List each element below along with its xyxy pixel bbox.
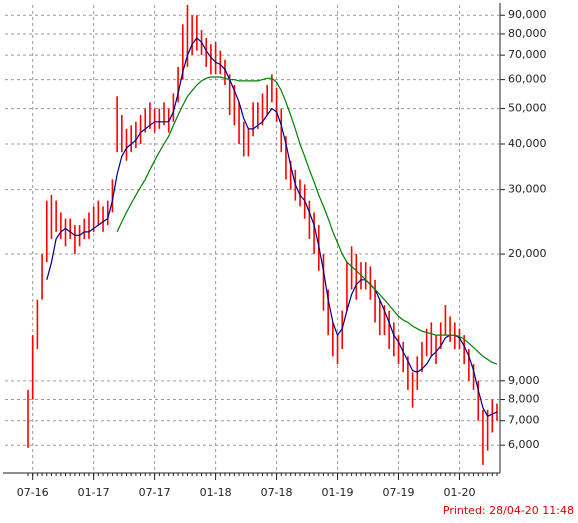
y-tick-label: 80,000 xyxy=(508,27,547,40)
y-tick-label: 70,000 xyxy=(508,48,547,61)
x-tick-label: 01-18 xyxy=(200,486,232,499)
y-tick-label: 8,000 xyxy=(508,393,540,406)
y-tick-label: 40,000 xyxy=(508,137,547,150)
y-tick-label: 60,000 xyxy=(508,73,547,86)
y-tick-label: 90,000 xyxy=(508,8,547,21)
x-tick-label: 07-17 xyxy=(139,486,171,499)
footer: Printed: 28/04-20 11:48 xyxy=(443,504,574,517)
y-tick-label: 7,000 xyxy=(508,414,540,427)
x-tick-label: 01-17 xyxy=(78,486,110,499)
x-tick-label: 07-16 xyxy=(17,486,49,499)
x-tick-label: 07-19 xyxy=(383,486,415,499)
x-tick-label: 07-18 xyxy=(261,486,293,499)
x-tick-label: 01-20 xyxy=(443,486,475,499)
moving-average-line xyxy=(116,76,498,365)
y-tick-label: 30,000 xyxy=(508,183,547,196)
moving-average-line xyxy=(46,37,498,418)
x-tick-label: 01-19 xyxy=(322,486,354,499)
y-tick-label: 20,000 xyxy=(508,247,547,260)
y-tick-label: 9,000 xyxy=(508,374,540,387)
y-tick-label: 6,000 xyxy=(508,438,540,451)
y-tick-label: 50,000 xyxy=(508,102,547,115)
